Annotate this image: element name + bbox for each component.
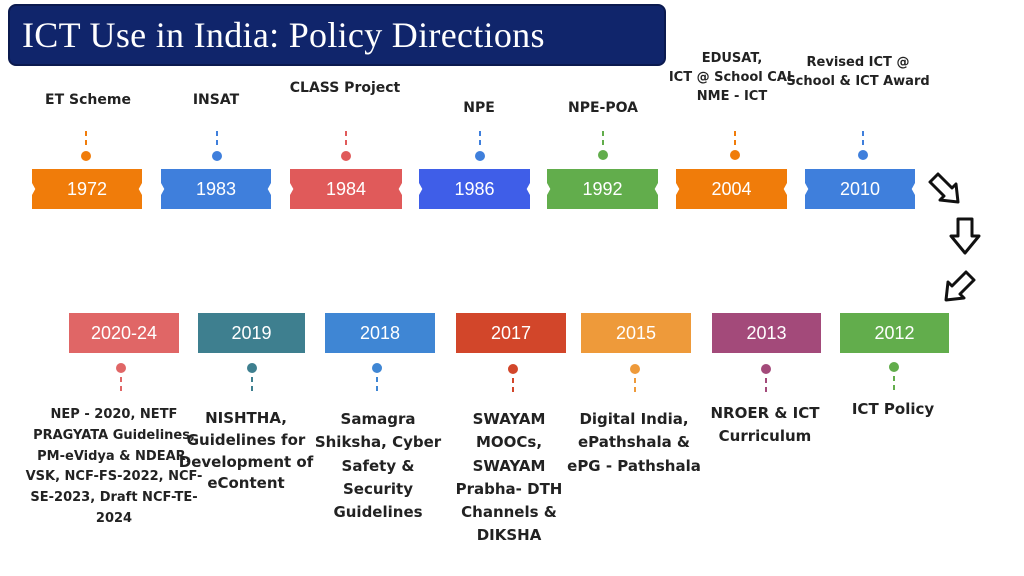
bottom-label-2020-24: NEP - 2020, NETF PRAGYATA Guidelines, PM… [25, 407, 203, 526]
year-tag-2015: 2015 [581, 313, 691, 353]
connector-1992 [602, 131, 604, 145]
year-tag-2019: 2019 [198, 313, 305, 353]
connector-2013 [765, 378, 767, 392]
bottom-label-2013: NROER & ICT Curriculum [710, 404, 820, 446]
top-label-1986: NPE [463, 100, 495, 116]
top-label-2010: Revised ICT @ School & ICT Award [786, 55, 930, 89]
connector-2004 [734, 131, 736, 145]
year-tag-1984: 1984 [290, 169, 402, 209]
connector-2020-24 [120, 377, 122, 391]
connector-2018 [376, 377, 378, 391]
page-title: ICT Use in India: Policy Directions [22, 15, 545, 55]
dot-1984 [341, 151, 351, 161]
dot-2015 [630, 364, 640, 374]
dot-2012 [889, 362, 899, 372]
arrow-down-icon [949, 217, 981, 255]
bottom-label-2012: ICT Policy [851, 400, 935, 418]
bottom-label-2019: NISHTHA, Guidelines for Development of e… [178, 409, 314, 493]
connector-1983 [216, 131, 218, 145]
dot-2004 [730, 150, 740, 160]
year-tag-2018: 2018 [325, 313, 435, 353]
year-tag-2010: 2010 [805, 169, 915, 209]
dot-2018 [372, 363, 382, 373]
year-tag-1986: 1986 [419, 169, 530, 209]
top-label-1992: NPE-POA [568, 100, 638, 116]
dot-2013 [761, 364, 771, 374]
year-tag-2017: 2017 [456, 313, 566, 353]
connector-1972 [85, 131, 87, 145]
connector-2019 [251, 377, 253, 391]
bottom-label-2015: Digital India, ePathshala & ePG - Pathsh… [567, 410, 701, 475]
dot-1986 [475, 151, 485, 161]
dot-2020-24 [116, 363, 126, 373]
bottom-label-2017: SWAYAM MOOCs, SWAYAM Prabha- DTH Channel… [455, 410, 563, 545]
connector-2012 [893, 376, 895, 390]
bottom-label-2018: Samagra Shiksha, Cyber Safety & Security… [314, 410, 442, 521]
connector-1984 [345, 131, 347, 145]
arrow-down-right-icon [928, 172, 960, 204]
title-banner: ICT Use in India: Policy Directions [8, 4, 666, 66]
dot-2017 [508, 364, 518, 374]
connector-2017 [512, 378, 514, 392]
year-tag-2020-24: 2020-24 [69, 313, 179, 353]
year-tag-1992: 1992 [547, 169, 658, 209]
connector-1986 [479, 131, 481, 145]
top-label-2004: EDUSAT, ICT @ School CAL NME - ICT [668, 51, 796, 104]
dot-2010 [858, 150, 868, 160]
top-label-1983: INSAT [192, 92, 240, 108]
top-label-1984: CLASS Project [289, 80, 401, 96]
dot-1983 [212, 151, 222, 161]
dot-1972 [81, 151, 91, 161]
top-label-1972: ET Scheme [45, 92, 131, 108]
year-tag-2004: 2004 [676, 169, 787, 209]
dot-1992 [598, 150, 608, 160]
year-tag-1983: 1983 [161, 169, 271, 209]
arrow-down-left-icon [944, 270, 976, 302]
dot-2019 [247, 363, 257, 373]
connector-2015 [634, 378, 636, 392]
connector-2010 [862, 131, 864, 145]
year-tag-1972: 1972 [32, 169, 142, 209]
year-tag-2013: 2013 [712, 313, 821, 353]
year-tag-2012: 2012 [840, 313, 949, 353]
